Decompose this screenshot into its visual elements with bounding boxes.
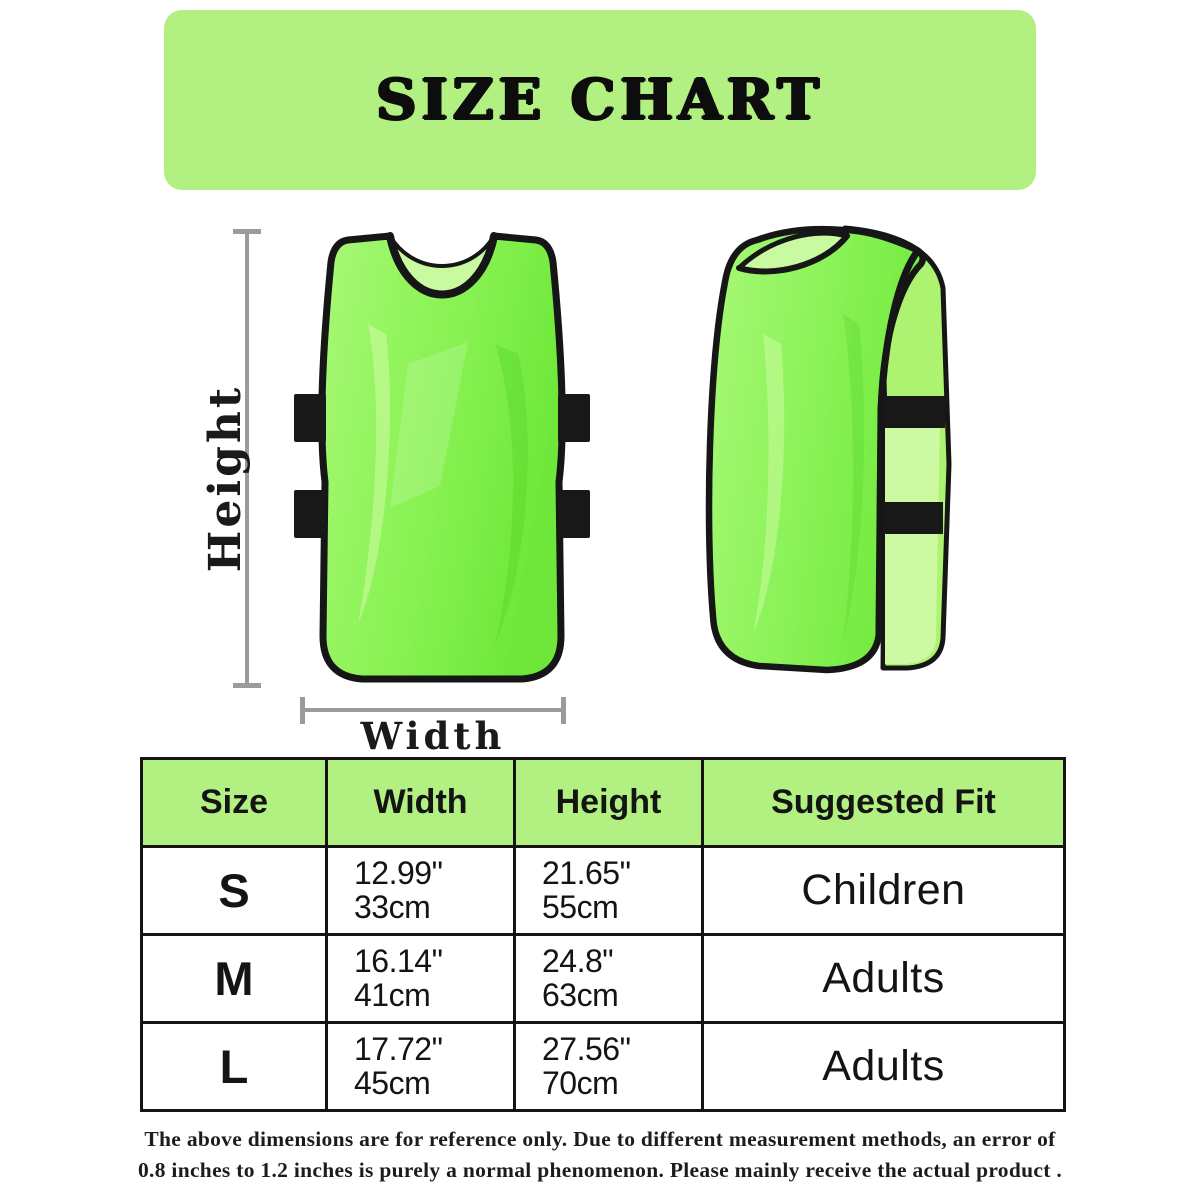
front-vest-sheen	[358, 324, 391, 624]
size-value: M	[140, 933, 328, 1024]
fit-value: Adults	[701, 933, 1066, 1024]
column-header-size: Size	[140, 757, 328, 848]
measure-cap	[561, 697, 566, 724]
side-vest-shade	[843, 314, 865, 644]
disclaimer-line-1: The above dimensions are for reference o…	[144, 1127, 1056, 1151]
size-chart-table: Size Width Height Suggested Fit S 12.99"…	[140, 757, 1066, 1112]
side-vest-sheen	[753, 334, 785, 634]
measure-bar	[304, 708, 562, 712]
column-header-width: Width	[325, 757, 516, 848]
fit-value: Children	[701, 845, 1066, 936]
table-header-row: Size Width Height Suggested Fit	[140, 757, 1066, 848]
front-vest-shade	[495, 344, 528, 644]
side-vest-image	[705, 225, 952, 674]
width-dimension-label: Width	[360, 714, 506, 758]
disclaimer-text: The above dimensions are for reference o…	[55, 1124, 1145, 1186]
side-vest-front-panel	[705, 225, 927, 674]
side-vest-back-inner	[885, 414, 940, 664]
front-vest-strap	[558, 490, 590, 538]
fit-value: Adults	[701, 1021, 1066, 1112]
width-value: 16.14" 41cm	[325, 933, 516, 1024]
width-value: 12.99" 33cm	[325, 845, 516, 936]
size-value: L	[140, 1021, 328, 1112]
column-header-height: Height	[513, 757, 704, 848]
height-measure-line	[233, 229, 261, 688]
width-value: 17.72" 45cm	[325, 1021, 516, 1112]
size-value: S	[140, 845, 328, 936]
side-vest-armhole-trim	[875, 248, 921, 636]
table-row-m: M 16.14" 41cm 24.8" 63cm Adults	[140, 933, 1066, 1024]
height-dimension-label: Height	[200, 384, 252, 572]
measure-bar	[245, 233, 249, 684]
measure-cap	[233, 683, 261, 688]
side-vest-neckline-trim	[736, 233, 850, 275]
front-vest-strap	[294, 490, 326, 538]
height-value: 21.65" 55cm	[513, 845, 704, 936]
front-vest-sheen	[390, 342, 468, 508]
measure-cap	[233, 229, 261, 234]
disclaimer-line-2: 0.8 inches to 1.2 inches is purely a nor…	[137, 1158, 1063, 1183]
width-measure-line	[300, 697, 566, 724]
size-chart-banner: SIZE CHART	[164, 10, 1036, 190]
front-vest-strap	[558, 394, 590, 442]
measure-cap	[300, 697, 305, 724]
page-title: SIZE CHART	[376, 67, 824, 133]
height-value: 27.56" 70cm	[513, 1021, 704, 1112]
front-vest-image	[294, 232, 590, 683]
height-value: 24.8" 63cm	[513, 933, 704, 1024]
side-vest-strap	[879, 396, 945, 428]
column-header-fit: Suggested Fit	[701, 757, 1066, 848]
side-vest-strap	[879, 502, 943, 534]
front-vest-neckline-trim	[386, 232, 498, 299]
table-row-s: S 12.99" 33cm 21.65" 55cm Children	[140, 845, 1066, 936]
front-vest-strap	[294, 394, 326, 442]
table-row-l: L 17.72" 45cm 27.56" 70cm Adults	[140, 1021, 1066, 1112]
